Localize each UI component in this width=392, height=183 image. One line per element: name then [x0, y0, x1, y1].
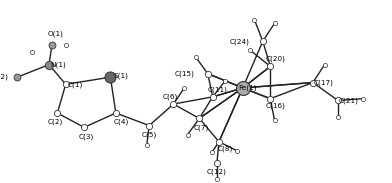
Text: C(3): C(3) [78, 133, 94, 140]
Text: C(16): C(16) [265, 103, 285, 109]
Text: C(20): C(20) [265, 56, 285, 62]
Text: C(17): C(17) [314, 79, 333, 86]
Text: C(4): C(4) [113, 119, 129, 125]
Text: C(2): C(2) [48, 119, 63, 125]
Text: C(5): C(5) [142, 131, 157, 138]
Text: O(2): O(2) [0, 74, 9, 80]
Text: N(1): N(1) [50, 61, 66, 68]
Text: C(15): C(15) [175, 70, 195, 77]
Text: Fe(1): Fe(1) [238, 85, 257, 91]
Text: C(24): C(24) [230, 38, 250, 44]
Text: C(7): C(7) [194, 124, 209, 131]
Text: O(1): O(1) [47, 31, 63, 37]
Text: C(8): C(8) [218, 146, 233, 152]
Text: C(21): C(21) [338, 97, 358, 104]
Text: C(12): C(12) [207, 169, 227, 175]
Text: C(1): C(1) [67, 81, 83, 88]
Text: C(6): C(6) [163, 94, 178, 100]
Text: C(11): C(11) [208, 86, 228, 93]
Text: S(1): S(1) [113, 72, 128, 79]
